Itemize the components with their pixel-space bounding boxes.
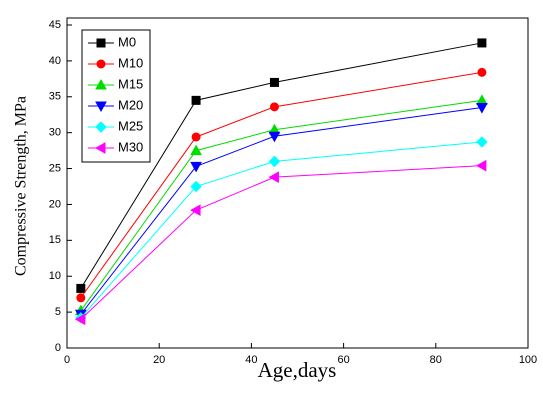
marker bbox=[475, 159, 487, 172]
marker bbox=[476, 136, 488, 148]
legend-label: M0 bbox=[118, 34, 136, 49]
y-axis-label: Compressive Strength, MPa bbox=[13, 96, 30, 276]
marker bbox=[269, 77, 279, 87]
legend-label: M25 bbox=[118, 118, 143, 133]
marker bbox=[268, 155, 281, 168]
y-tick-label: 45 bbox=[49, 19, 61, 31]
y-tick-label: 5 bbox=[55, 306, 61, 318]
marker bbox=[476, 94, 488, 105]
x-tick-label: 40 bbox=[245, 354, 257, 366]
y-tick-label: 0 bbox=[55, 342, 61, 354]
series-line bbox=[80, 141, 482, 319]
series-line bbox=[80, 107, 482, 315]
marker bbox=[76, 283, 86, 293]
series-line bbox=[80, 99, 482, 311]
y-tick-label: 35 bbox=[49, 91, 61, 103]
marker bbox=[190, 144, 202, 156]
legend-label: M20 bbox=[118, 97, 143, 112]
legend-box bbox=[81, 29, 151, 163]
legend-marker bbox=[95, 78, 107, 90]
marker bbox=[74, 313, 86, 326]
y-tick-label: 25 bbox=[49, 162, 61, 174]
marker bbox=[477, 38, 487, 48]
marker bbox=[191, 132, 201, 142]
x-tick-label: 100 bbox=[519, 354, 537, 366]
x-tick-label: 0 bbox=[64, 354, 70, 366]
legend-label: M15 bbox=[118, 76, 143, 91]
marker bbox=[268, 171, 279, 184]
x-tick-label: 80 bbox=[430, 354, 442, 366]
legend-label: M30 bbox=[118, 139, 143, 154]
marker bbox=[190, 161, 202, 173]
legend-marker bbox=[95, 101, 107, 113]
marker bbox=[190, 180, 202, 193]
y-tick-label: 30 bbox=[49, 127, 61, 139]
marker bbox=[477, 67, 487, 77]
x-tick-label: 20 bbox=[153, 354, 165, 366]
x-tick-label: 60 bbox=[337, 354, 349, 366]
y-tick-label: 40 bbox=[49, 55, 61, 67]
series-line bbox=[80, 165, 482, 320]
marker bbox=[190, 204, 201, 217]
series-line bbox=[80, 71, 482, 299]
marker bbox=[191, 95, 201, 105]
plot-frame bbox=[66, 17, 529, 349]
legend-marker bbox=[96, 38, 106, 48]
marker bbox=[269, 102, 279, 112]
legend-label: M10 bbox=[118, 55, 143, 70]
legend-marker bbox=[94, 142, 106, 154]
y-tick-label: 15 bbox=[49, 234, 61, 246]
marker bbox=[476, 103, 488, 114]
y-tick-label: 10 bbox=[49, 270, 61, 282]
legend-marker bbox=[96, 59, 106, 69]
marker bbox=[76, 293, 86, 303]
legend-marker bbox=[95, 121, 107, 133]
marker bbox=[268, 131, 281, 143]
x-axis-label: Age,days bbox=[258, 358, 337, 382]
y-tick-label: 20 bbox=[49, 198, 61, 210]
series-line bbox=[80, 42, 482, 289]
